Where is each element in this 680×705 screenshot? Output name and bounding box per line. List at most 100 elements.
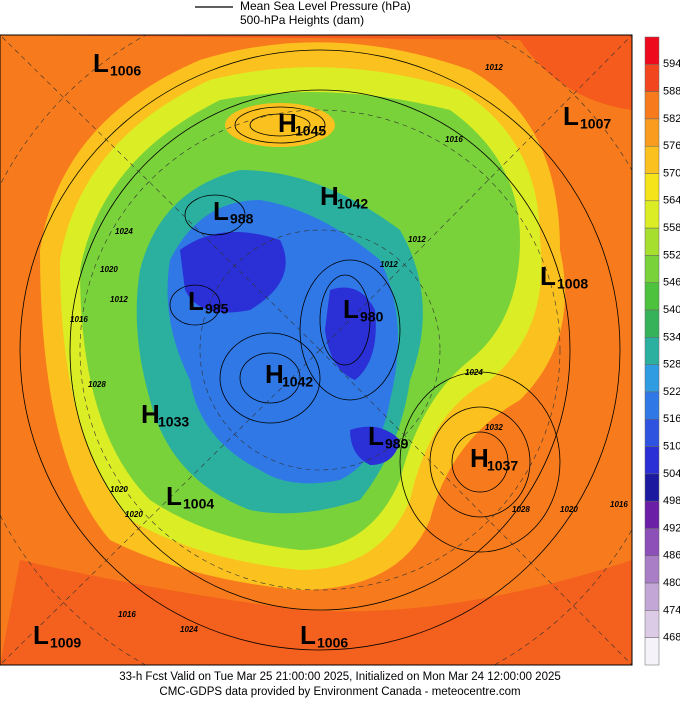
center-value: 1004 (183, 496, 214, 512)
center-letter: H (141, 399, 160, 429)
colorbar-label: 552 (663, 249, 680, 261)
colorbar-label: 582 (663, 113, 680, 125)
center-letter: H (320, 181, 339, 211)
colorbar-label: 468 (663, 632, 680, 644)
isobar-label: 1024 (115, 227, 133, 236)
isobar-label: 1012 (380, 260, 398, 269)
colorbar-box (644, 391, 660, 420)
colorbar-box (644, 500, 660, 529)
center-letter: L (93, 48, 109, 78)
colorbar-box (644, 419, 660, 447)
colorbar-box (644, 173, 660, 202)
center-value: 1042 (337, 196, 368, 212)
isobar-label: 1020 (100, 265, 118, 274)
colorbar-label: 546 (663, 277, 680, 289)
colorbar-box (644, 36, 660, 65)
colorbar-label: 534 (663, 331, 680, 343)
center-letter: H (470, 443, 489, 473)
colorbar-box (644, 610, 660, 638)
colorbar-box (644, 637, 660, 666)
isobar-label: 1016 (445, 135, 463, 144)
colorbar-label: 492 (663, 522, 680, 534)
colorbar-box (644, 200, 660, 229)
center-letter: L (33, 620, 49, 650)
center-letter: L (188, 286, 204, 316)
colorbar-box (644, 446, 660, 475)
isobar-label: 1024 (180, 625, 198, 634)
footer-text: 33-h Fcst Valid on Tue Mar 25 21:00:00 2… (119, 671, 561, 683)
colorbar-box (644, 118, 660, 147)
isobar-label: 1012 (485, 63, 503, 72)
colorbar-box (644, 337, 660, 365)
colorbar-label: 510 (663, 440, 680, 452)
colorbar-label: 474 (663, 604, 680, 616)
colorbar-label: 486 (663, 550, 680, 562)
colorbar-label: 498 (663, 495, 680, 507)
isobar-label: 1020 (125, 510, 143, 519)
isobar-label: 1016 (610, 500, 628, 509)
footer-text: CMC-GDPS data provided by Environment Ca… (159, 686, 520, 698)
center-value: 985 (205, 301, 229, 317)
colorbar-box (644, 528, 660, 557)
isobar-label: 1032 (485, 423, 503, 432)
center-letter: H (265, 359, 284, 389)
colorbar-label: 522 (663, 386, 680, 398)
colorbar-box (644, 473, 660, 502)
isobar-label: 1028 (512, 505, 530, 514)
colorbar-label: 588 (663, 86, 680, 98)
colorbar-label: 594 (663, 58, 680, 70)
colorbar-label: 516 (663, 413, 680, 425)
center-letter: L (368, 421, 384, 451)
isobar-label: 1028 (88, 380, 106, 389)
colorbar-box (644, 91, 660, 120)
colorbar-box (644, 227, 660, 256)
center-letter: L (300, 620, 316, 650)
center-value: 1037 (487, 458, 518, 474)
colorbar-label: 576 (663, 140, 680, 152)
colorbar-label: 540 (663, 304, 680, 316)
colorbar: 594 588 582 576 570 564 558 552 546 540 534 528 522 5… (644, 36, 680, 666)
colorbar-label: 528 (663, 359, 680, 371)
center-value: 1008 (557, 276, 588, 292)
colorbar-box (644, 555, 660, 584)
center-value: 1045 (295, 123, 326, 139)
colorbar-box (644, 255, 660, 283)
colorbar-box (644, 282, 660, 311)
isobar-label: 1012 (110, 295, 128, 304)
center-value: 1006 (317, 635, 348, 651)
isobar-labels: 1012 1016 1012 1024 1028 1020 1012 1020 1032 1028… (70, 63, 628, 634)
center-letter: L (213, 196, 229, 226)
colorbar-box (644, 309, 660, 338)
isobar-label: 1020 (560, 505, 578, 514)
legend-text: Mean Sea Level Pressure (hPa) (240, 0, 411, 13)
colorbar-label: 504 (663, 468, 680, 480)
center-value: 1033 (158, 414, 189, 430)
center-value: 980 (360, 309, 384, 325)
center-value: 989 (385, 436, 409, 452)
center-value: 1009 (50, 635, 81, 651)
center-value: 1042 (282, 374, 313, 390)
center-letter: L (343, 294, 359, 324)
colorbar-label: 480 (663, 577, 680, 589)
isobar-label: 1024 (465, 368, 483, 377)
colorbar-box (644, 145, 660, 174)
colorbar-label: 570 (663, 167, 680, 179)
isobar-label: 1016 (70, 315, 88, 324)
isobar-label: 1016 (118, 610, 136, 619)
center-letter: L (166, 481, 182, 511)
center-value: 1006 (110, 63, 141, 79)
center-letter: H (278, 108, 297, 138)
center-value: 988 (230, 211, 254, 227)
colorbar-label: 558 (663, 222, 680, 234)
isobar-label: 1012 (408, 235, 426, 244)
colorbar-label: 564 (663, 195, 680, 207)
legend-text: 500-hPa Heights (dam) (240, 13, 364, 27)
center-value: 1007 (580, 116, 611, 132)
colorbar-box (644, 364, 660, 393)
colorbar-box (644, 582, 660, 611)
center-letter: L (540, 261, 556, 291)
center-letter: L (563, 101, 579, 131)
